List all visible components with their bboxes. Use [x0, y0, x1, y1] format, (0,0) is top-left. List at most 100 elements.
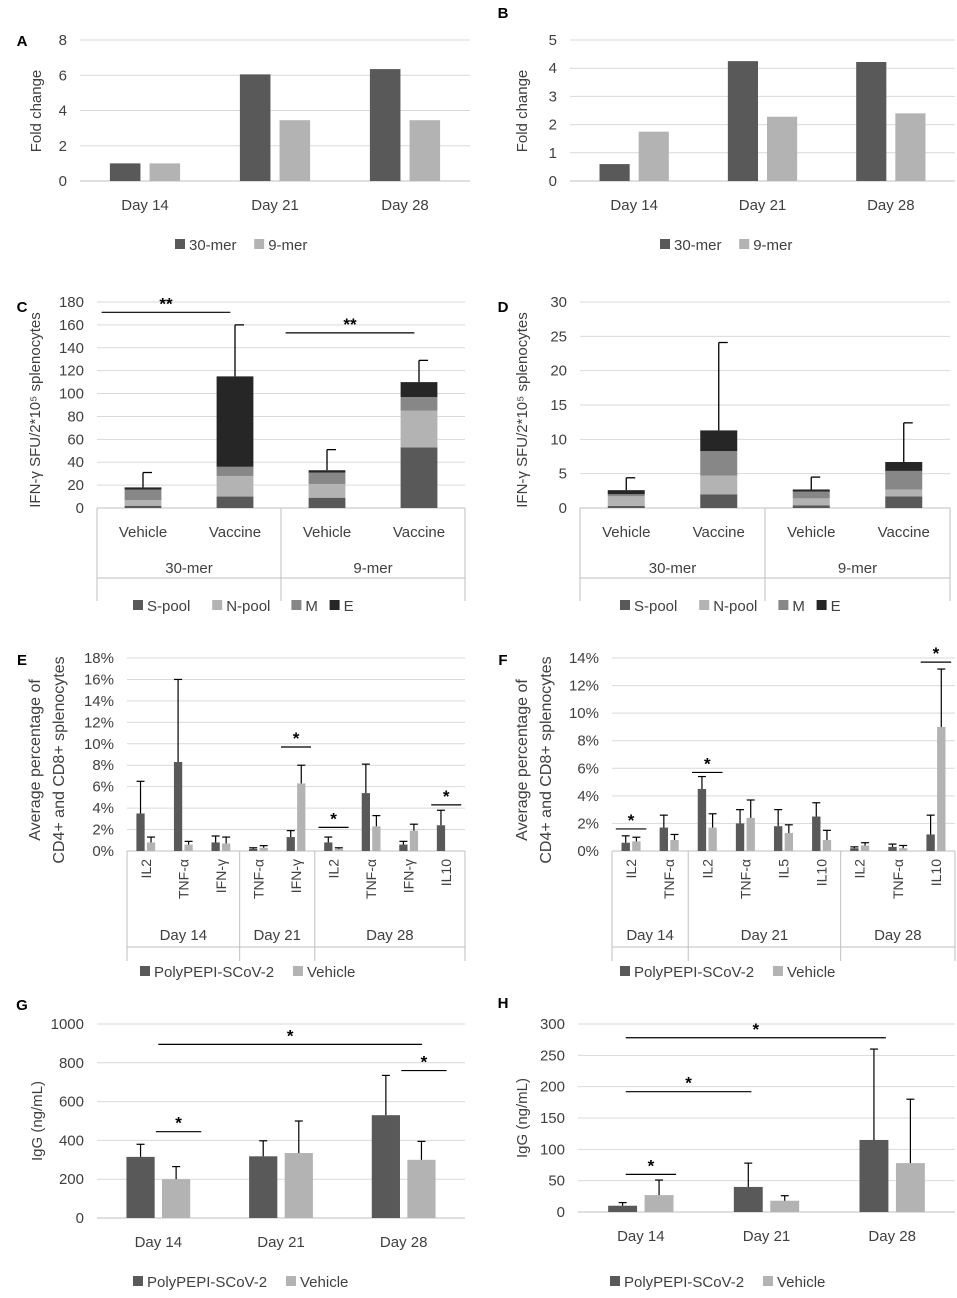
bar-segment [216, 496, 254, 508]
legend-label: S-pool [634, 598, 677, 615]
bar [286, 837, 295, 851]
legend-swatch [254, 239, 265, 249]
y-tick-label: 14% [84, 693, 114, 710]
bar [888, 846, 897, 851]
y-tick-label: 4 [549, 60, 557, 77]
x-tick-label: TNF-α [363, 859, 379, 899]
legend-swatch [620, 966, 630, 976]
bar-segment [607, 496, 645, 506]
legend-swatch [660, 239, 670, 249]
y-axis-label: Fold change [28, 70, 45, 153]
bar-segment [124, 499, 162, 506]
bar [621, 842, 630, 851]
significance-marker: * [287, 1026, 294, 1045]
significance-marker: * [648, 1156, 655, 1175]
bar [746, 817, 755, 851]
legend-label: PolyPEPI-SCoV-2 [624, 1274, 744, 1291]
y-tick-label: 0 [76, 500, 84, 517]
legend-label: N-pool [713, 598, 757, 615]
y-tick-label: 0 [559, 500, 567, 517]
x-tick-label: IL2 [138, 859, 154, 879]
bar-segment [400, 410, 438, 448]
significance-marker: * [933, 644, 940, 663]
y-tick-label: 2% [92, 822, 114, 839]
x-tick-label: Vehicle [119, 524, 167, 541]
group-label: 30-mer [165, 560, 213, 577]
y-tick-label: 150 [540, 1110, 565, 1127]
y-tick-label: 50 [548, 1173, 565, 1190]
bar [184, 844, 193, 851]
bar-segment [792, 489, 830, 492]
x-tick-label: IL10 [814, 859, 830, 886]
x-tick-label: Day 21 [257, 1234, 305, 1251]
y-tick-label: 140 [59, 340, 84, 357]
legend-label: 30-mer [674, 237, 722, 254]
group-label: Day 21 [253, 927, 301, 944]
x-tick-label: IL2 [852, 859, 868, 879]
bar [766, 116, 798, 181]
x-tick-label: TNF-α [250, 859, 266, 899]
significance-marker: * [443, 787, 450, 806]
bar-segment [885, 470, 923, 490]
bar-segment [216, 475, 254, 497]
bar-segment [308, 472, 346, 484]
legend-label: 9-mer [268, 237, 307, 254]
y-axis-label: Average percentage of [514, 679, 531, 841]
bar-segment [700, 451, 738, 476]
x-tick-label: Day 14 [617, 1228, 665, 1245]
bar [369, 69, 401, 181]
legend-swatch [773, 966, 783, 976]
x-tick-label: Day 14 [610, 197, 658, 214]
bar [735, 823, 745, 851]
legend-swatch [699, 600, 710, 610]
bar [822, 839, 832, 851]
x-tick-label: Vaccine [209, 524, 261, 541]
x-tick-label: Day 28 [381, 197, 429, 214]
y-tick-label: 1 [549, 145, 557, 162]
panel-label: H [498, 995, 509, 1012]
legend-label: Vehicle [307, 964, 355, 981]
bar-segment [792, 498, 830, 506]
y-tick-label: 3 [549, 88, 557, 105]
significance-marker: * [704, 754, 711, 773]
y-axis-label: CD4+ and CD8+ splenocytes [51, 656, 68, 863]
bar-segment [216, 376, 254, 467]
bar [334, 848, 343, 851]
bar [644, 1195, 674, 1212]
legend-label: N-pool [226, 598, 270, 615]
significance-marker: * [628, 811, 635, 830]
x-tick-label: IL2 [623, 859, 639, 879]
bar [659, 827, 669, 851]
y-tick-label: 6% [92, 779, 114, 796]
legend-label: PolyPEPI-SCoV-2 [147, 1274, 267, 1291]
y-axis-label: IFN-γ SFU/2*10⁵ splenocytes [514, 312, 531, 507]
bar [856, 61, 887, 181]
panel-label: F [498, 652, 507, 669]
bar [812, 816, 821, 851]
x-tick-label: Vehicle [303, 524, 351, 541]
group-label: Day 28 [366, 927, 414, 944]
bar [371, 1115, 400, 1218]
bar [249, 848, 258, 851]
bar [697, 788, 707, 851]
x-tick-label: Day 21 [251, 197, 299, 214]
y-tick-label: 6 [59, 67, 67, 84]
legend-label: M [792, 598, 805, 615]
y-tick-label: 6% [577, 760, 599, 777]
bar [727, 61, 759, 181]
legend-label: Vehicle [787, 964, 835, 981]
y-tick-label: 20 [67, 477, 84, 494]
legend-label: E [831, 598, 841, 615]
y-tick-label: 40 [67, 454, 84, 471]
x-tick-label: TNF-α [175, 859, 191, 899]
bar [733, 1186, 763, 1212]
y-tick-label: 180 [59, 294, 84, 311]
bar [162, 1179, 191, 1218]
legend-swatch [140, 966, 150, 976]
bar-segment [124, 487, 162, 490]
chart-panel-d: D 0 5 10 15 20 25 30 IFN-γ SFU/2*10⁵ splenocytes… [498, 294, 951, 615]
legend-swatch [329, 600, 340, 610]
x-tick-label: TNF-α [661, 859, 677, 899]
x-tick-label: TNF-α [737, 859, 753, 899]
x-tick-label: Vaccine [393, 524, 445, 541]
